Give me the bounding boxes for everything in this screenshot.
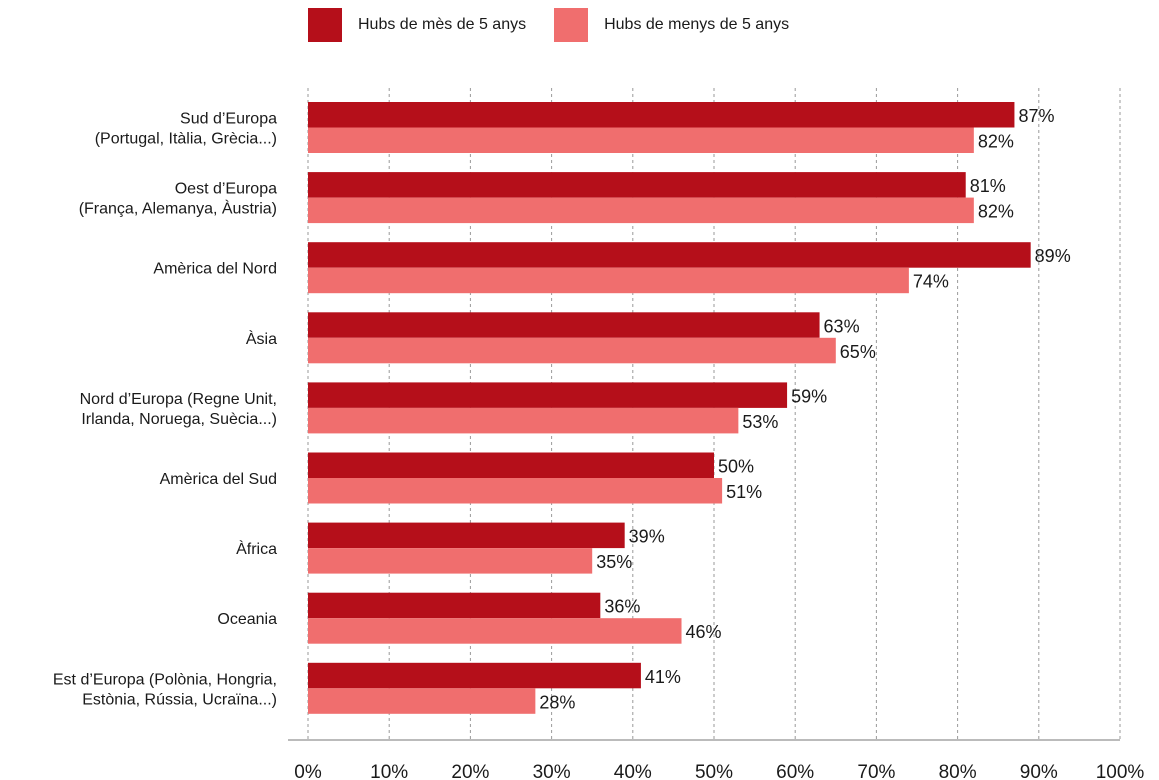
category-label: Nord d’Europa (Regne Unit,: [80, 391, 277, 408]
category-label: Oceania: [217, 611, 277, 628]
x-tick-label: 40%: [614, 762, 652, 780]
data-label: 39%: [629, 527, 665, 547]
bar-older-hubs: [308, 312, 820, 338]
legend-item-series-1: Hubs de mès de 5 anys: [308, 8, 526, 42]
x-tick-label: 0%: [294, 762, 322, 780]
x-tick-label: 100%: [1096, 762, 1145, 780]
category-label: Irlanda, Noruega, Suècia...): [81, 411, 277, 428]
category-label: Àsia: [246, 329, 277, 348]
category-label: Amèrica del Nord: [153, 261, 277, 278]
data-label: 74%: [913, 272, 949, 292]
bar-older-hubs: [308, 242, 1031, 268]
legend-swatch-series-1: [308, 8, 342, 42]
bar-newer-hubs: [308, 267, 909, 294]
category-label: (França, Alemanya, Àustria): [79, 199, 277, 218]
bar-newer-hubs: [308, 688, 536, 714]
data-label: 89%: [1035, 246, 1071, 266]
x-tick-label: 60%: [776, 762, 814, 780]
bar-older-hubs: [308, 382, 788, 408]
data-label: 82%: [978, 202, 1014, 222]
bar-newer-hubs: [308, 548, 593, 574]
legend-label-series-2: Hubs de menys de 5 anys: [604, 16, 790, 33]
bar-newer-hubs: [308, 337, 836, 364]
data-label: 87%: [1018, 106, 1054, 126]
x-tick-label: 20%: [451, 762, 489, 780]
bar-newer-hubs: [308, 478, 723, 504]
data-label: 35%: [596, 552, 632, 572]
x-tick-label: 10%: [370, 762, 408, 780]
data-label: 46%: [686, 622, 722, 642]
bar-newer-hubs: [308, 618, 682, 644]
x-tick-label: 50%: [695, 762, 733, 780]
x-tick-label: 30%: [533, 762, 571, 780]
x-tick-label: 80%: [939, 762, 977, 780]
data-label: 82%: [978, 132, 1014, 152]
bar-newer-hubs: [308, 407, 739, 434]
bar-older-hubs: [308, 102, 1015, 128]
data-label: 81%: [970, 176, 1006, 196]
legend: Hubs de mès de 5 anys Hubs de menys de 5…: [308, 8, 817, 42]
bar-older-hubs: [308, 662, 641, 689]
data-label: 41%: [645, 667, 681, 687]
data-label: 63%: [824, 316, 860, 336]
bar-older-hubs: [308, 172, 966, 198]
category-label: Estònia, Rússia, Ucraïna...): [82, 691, 277, 708]
data-label: 53%: [742, 412, 778, 432]
x-tick-label: 90%: [1020, 762, 1058, 780]
category-label: Sud d’Europa: [180, 111, 277, 128]
data-label: 36%: [604, 597, 640, 617]
x-tick-label: 70%: [857, 762, 895, 780]
data-label: 65%: [840, 342, 876, 362]
category-label: Oest d’Europa: [175, 181, 277, 198]
legend-item-series-2: Hubs de menys de 5 anys: [554, 8, 789, 42]
data-label: 50%: [718, 457, 754, 477]
bar-older-hubs: [308, 452, 714, 478]
data-label: 51%: [726, 482, 762, 502]
data-label: 59%: [791, 386, 827, 406]
legend-swatch-series-2: [554, 8, 589, 42]
data-label: 28%: [539, 692, 575, 712]
bar-older-hubs: [308, 522, 625, 549]
category-label: Est d’Europa (Polònia, Hongria,: [53, 671, 277, 688]
category-label: Àfrica: [236, 539, 277, 558]
bar-older-hubs: [308, 592, 601, 619]
legend-label-series-1: Hubs de mès de 5 anys: [358, 16, 527, 33]
bar-newer-hubs: [308, 127, 974, 153]
category-label: Amèrica del Sud: [160, 471, 277, 488]
category-label: (Portugal, Itàlia, Grècia...): [95, 131, 277, 148]
bar-newer-hubs: [308, 197, 974, 224]
